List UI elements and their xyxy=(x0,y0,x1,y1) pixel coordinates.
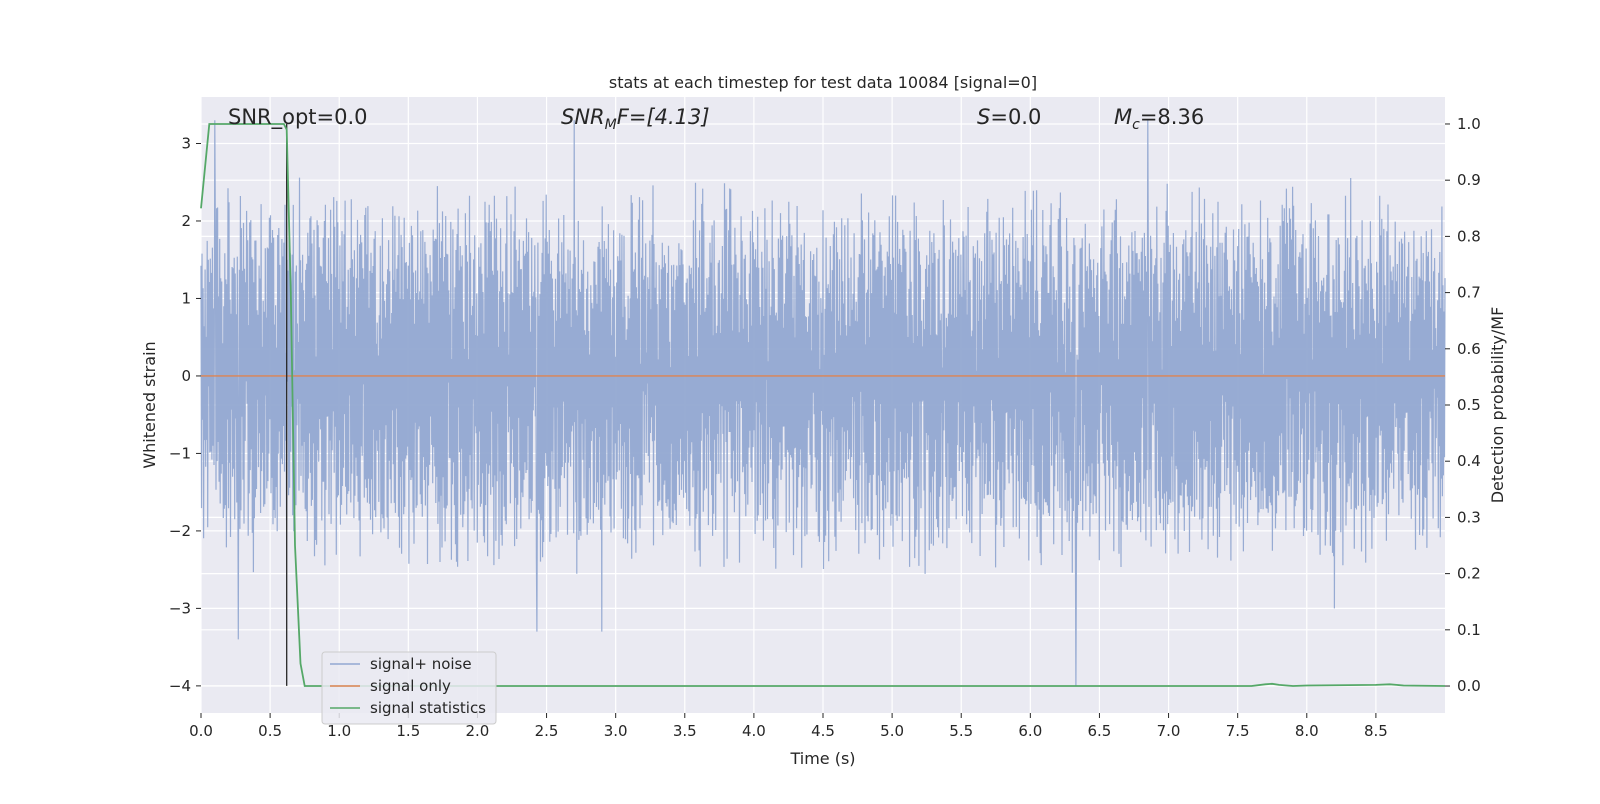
x-tick-label: 3.0 xyxy=(604,722,628,740)
y-right-tick-label: 0.9 xyxy=(1457,171,1481,189)
x-tick-label: 2.5 xyxy=(535,722,559,740)
x-tick-label: 6.5 xyxy=(1088,722,1112,740)
x-tick-label: 8.0 xyxy=(1295,722,1319,740)
x-tick-label: 8.5 xyxy=(1364,722,1388,740)
legend: signal+ noise signal only signal statist… xyxy=(321,651,497,725)
y-tick-label: 0 xyxy=(181,367,191,385)
line-signal-noise xyxy=(200,120,1446,686)
legend-label-signal-noise: signal+ noise xyxy=(370,655,472,673)
x-tick-label: 7.5 xyxy=(1226,722,1250,740)
y-axis-right-label: Detection probability/MF xyxy=(1488,307,1507,504)
x-tick-label: 2.0 xyxy=(466,722,490,740)
y-tick-label: −1 xyxy=(169,444,191,462)
y-axis-left-label: Whitened strain xyxy=(140,341,159,468)
x-axis-ticks: 0.0 0.5 1.0 1.5 2.0 2.5 3.0 3.5 4.0 4.5 5.0 5.5 6.0 6… xyxy=(189,713,1388,740)
y-right-tick-label: 0.2 xyxy=(1457,565,1481,583)
x-tick-label: 6.0 xyxy=(1018,722,1042,740)
series-signal-noise xyxy=(200,120,1446,686)
x-tick-label: 7.0 xyxy=(1157,722,1181,740)
y-tick-label: −3 xyxy=(169,599,191,617)
y-right-tick-label: 0.4 xyxy=(1457,452,1481,470)
y-tick-label: −2 xyxy=(169,522,191,540)
x-tick-label: 0.0 xyxy=(189,722,213,740)
y-right-tick-label: 0.1 xyxy=(1457,621,1481,639)
x-tick-label: 3.5 xyxy=(673,722,697,740)
y-right-tick-label: 0.0 xyxy=(1457,677,1481,695)
chart-title: stats at each timestep for test data 100… xyxy=(609,73,1037,92)
legend-label-signal-only: signal only xyxy=(370,677,451,695)
x-tick-label: 5.0 xyxy=(880,722,904,740)
y-right-tick-label: 0.8 xyxy=(1457,227,1481,245)
x-tick-label: 4.5 xyxy=(811,722,835,740)
y-right-tick-label: 0.7 xyxy=(1457,284,1481,302)
legend-label-signal-statistics: signal statistics xyxy=(370,699,486,717)
y-tick-label: 3 xyxy=(181,134,191,152)
y-tick-label: 2 xyxy=(181,212,191,230)
y-axis-right-ticks: 0.0 0.1 0.2 0.3 0.4 0.5 0.6 0.7 0.8 0.9 1.0 xyxy=(1445,115,1481,695)
y-right-tick-label: 1.0 xyxy=(1457,115,1481,133)
x-tick-label: 1.5 xyxy=(396,722,420,740)
x-tick-label: 0.5 xyxy=(258,722,282,740)
annotation-s: S=0.0 xyxy=(977,105,1041,129)
x-axis-label: Time (s) xyxy=(789,749,855,768)
x-tick-label: 4.0 xyxy=(742,722,766,740)
y-right-tick-label: 0.3 xyxy=(1457,508,1481,526)
legend-box xyxy=(321,651,497,725)
x-tick-label: 5.5 xyxy=(949,722,973,740)
annotation-mc: Mc=8.36 xyxy=(1114,105,1204,133)
y-tick-label: 1 xyxy=(181,289,191,307)
x-tick-label: 1.0 xyxy=(327,722,351,740)
y-tick-label: −4 xyxy=(169,677,191,695)
y-axis-left-ticks: −4 −3 −2 −1 0 1 2 3 xyxy=(169,134,201,695)
y-right-tick-label: 0.6 xyxy=(1457,340,1481,358)
annotation-snr-opt: SNR_opt=0.0 xyxy=(228,105,368,130)
annotation-snr-mf: SNRMF=[4.13] xyxy=(561,105,710,133)
y-right-tick-label: 0.5 xyxy=(1457,396,1481,414)
